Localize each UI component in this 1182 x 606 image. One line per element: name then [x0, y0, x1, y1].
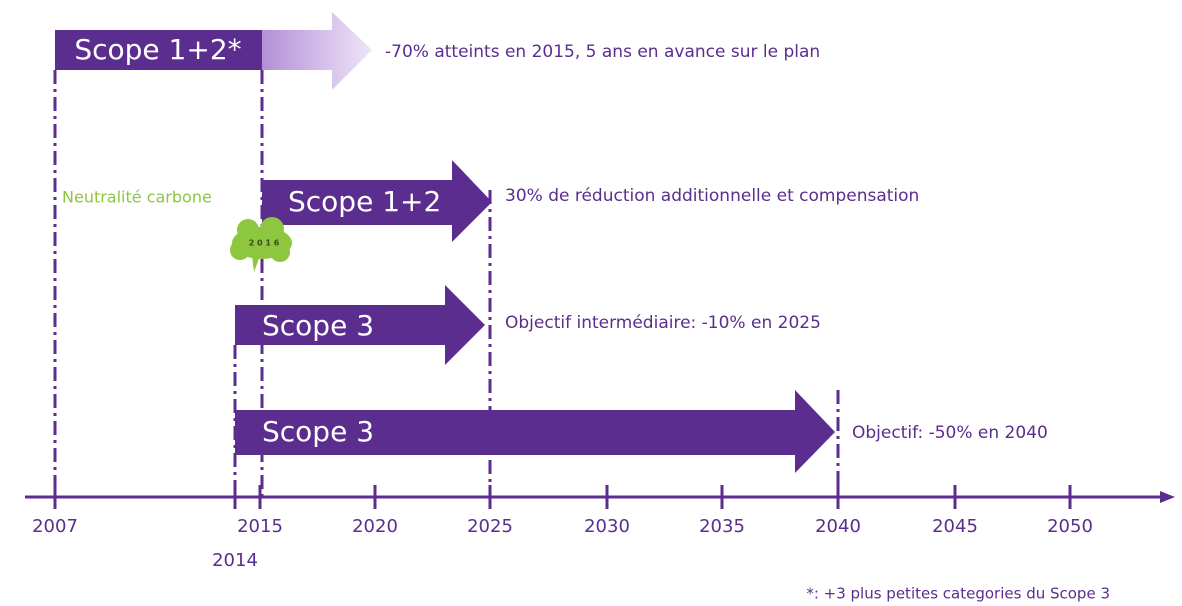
- neutrality-label: Neutralité carbone: [62, 188, 212, 207]
- cloud-badge: [230, 217, 292, 272]
- arrow-note: 30% de réduction additionnelle et compen…: [505, 186, 919, 206]
- year-label: 2030: [584, 516, 630, 537]
- arrow: [235, 285, 485, 365]
- arrow-label: Scope 1+2: [288, 185, 441, 218]
- year-label: 2020: [352, 516, 398, 537]
- arrow-note: -70% atteints en 2015, 5 ans en avance s…: [385, 42, 820, 62]
- year-label: 2050: [1047, 516, 1093, 537]
- arrow: [262, 160, 492, 242]
- arrow-bar: [55, 30, 262, 70]
- year-label: 2025: [467, 516, 513, 537]
- year-label: 2040: [815, 516, 861, 537]
- arrow-label: Scope 1+2*: [74, 33, 241, 66]
- arrow: [235, 390, 835, 473]
- year-label: 2015: [237, 516, 283, 537]
- arrow-note: Objectif intermédiaire: -10% en 2025: [505, 313, 821, 333]
- arrow-label: Scope 3: [262, 309, 374, 342]
- badge-text: 2 0 1 6: [249, 239, 280, 248]
- year-label: 2014: [212, 550, 258, 571]
- arrow-label: Scope 3: [262, 415, 374, 448]
- arrow-note: Objectif: -50% en 2040: [852, 423, 1048, 443]
- year-label: 2045: [932, 516, 978, 537]
- footnote: *: +3 plus petites categories du Scope 3: [806, 585, 1110, 603]
- year-label: 2035: [699, 516, 745, 537]
- arrow-extension: [262, 12, 372, 90]
- axis-arrow: [1160, 491, 1175, 503]
- year-label: 2007: [32, 516, 78, 537]
